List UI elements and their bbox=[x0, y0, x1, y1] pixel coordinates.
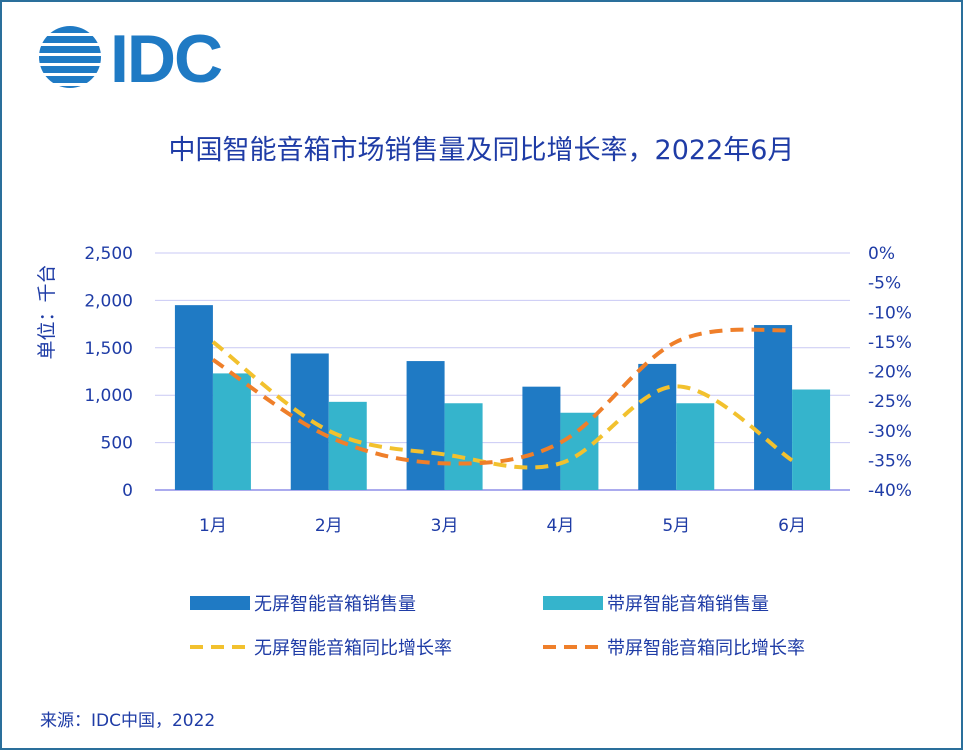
y2-tick-label: -15% bbox=[868, 333, 912, 353]
bar-screen-sales bbox=[676, 403, 715, 490]
x-tick-label: 6月 bbox=[778, 516, 806, 536]
bar-screen-sales bbox=[792, 389, 831, 490]
bar-screen-sales bbox=[444, 403, 483, 490]
grid-lines bbox=[155, 252, 850, 491]
y-tick-label: 500 bbox=[101, 434, 133, 454]
y2-tick-label: -30% bbox=[868, 422, 912, 442]
legend-label: 无屏智能音箱同比增长率 bbox=[254, 638, 452, 659]
x-tick-label: 2月 bbox=[315, 516, 343, 536]
chart-title: 中国智能音箱市场销售量及同比增长率，2022年6月 bbox=[168, 135, 795, 166]
legend-label: 无屏智能音箱销售量 bbox=[254, 594, 416, 615]
y2-tick-label: -40% bbox=[868, 481, 912, 501]
x-tick-label: 1月 bbox=[199, 516, 227, 536]
bar-no-screen-sales bbox=[522, 386, 561, 490]
bar-no-screen-sales bbox=[174, 305, 213, 490]
bar-screen-sales bbox=[560, 412, 599, 490]
y2-tick-label: -35% bbox=[868, 451, 912, 471]
x-tick-label: 4月 bbox=[547, 516, 575, 536]
y-tick-label: 1,500 bbox=[84, 339, 133, 359]
y-tick-label: 1,000 bbox=[84, 386, 133, 406]
legend-label: 带屏智能音箱销售量 bbox=[607, 594, 769, 615]
y2-tick-label: -25% bbox=[868, 392, 912, 412]
bars bbox=[174, 305, 831, 490]
idc-logo: IDC bbox=[39, 24, 224, 90]
idc-logo-text: IDC bbox=[110, 24, 222, 90]
y2-tick-label: -5% bbox=[868, 274, 901, 294]
lines bbox=[211, 327, 794, 470]
x-tick-label: 3月 bbox=[431, 516, 459, 536]
bar-no-screen-sales bbox=[290, 353, 329, 490]
idc-logo-globe bbox=[39, 26, 101, 88]
x-tick-label: 5月 bbox=[662, 516, 690, 536]
bar-no-screen-sales bbox=[406, 361, 445, 490]
line-screen-growth bbox=[211, 327, 793, 466]
y2-tick-label: -10% bbox=[868, 303, 912, 323]
source-note: 来源：IDC中国，2022 bbox=[40, 711, 216, 731]
bar-screen-sales bbox=[212, 373, 251, 490]
tick-labels: 2,500 2,000 1,500 1,000 500 0 0% -5% -10% -15% -20… bbox=[84, 244, 912, 536]
legend-label: 带屏智能音箱同比增长率 bbox=[607, 638, 805, 659]
bar-no-screen-sales bbox=[754, 325, 793, 490]
y2-tick-label: 0% bbox=[868, 244, 895, 264]
legend-swatch bbox=[543, 596, 603, 610]
y-tick-label: 2,000 bbox=[84, 291, 133, 311]
y-tick-label: 0 bbox=[122, 481, 133, 501]
bar-no-screen-sales bbox=[638, 363, 677, 490]
y-tick-label: 2,500 bbox=[84, 244, 133, 264]
y2-tick-label: -20% bbox=[868, 363, 912, 383]
legend-swatch bbox=[190, 596, 250, 610]
bar-screen-sales bbox=[328, 401, 367, 490]
